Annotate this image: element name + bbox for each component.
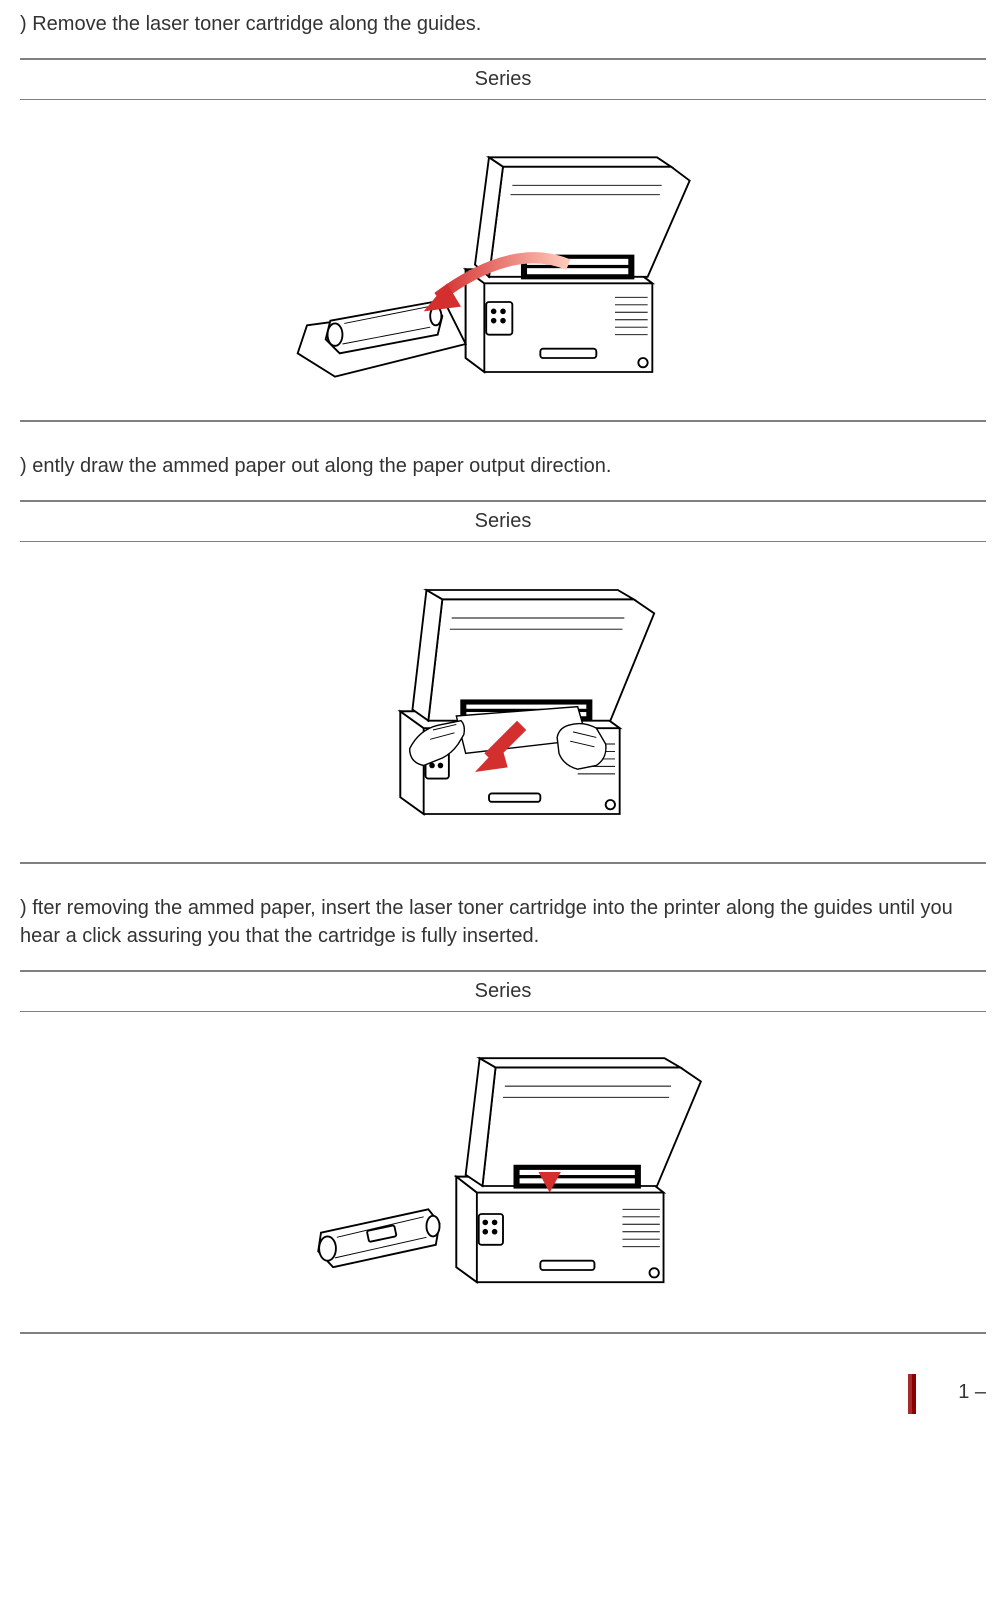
series-section-3: Series [20, 970, 986, 1334]
series-section-1: Series [20, 58, 986, 422]
step-4-text: ) fter removing the ammed paper, insert … [20, 894, 986, 950]
series-content-2 [20, 542, 986, 864]
page-marker-icon [912, 1374, 916, 1414]
step-2-text: ) Remove the laser toner cartridge along… [20, 10, 986, 38]
printer-diagram-remove-paper [263, 562, 743, 842]
series-header-3: Series [20, 970, 986, 1012]
page-footer: 1 – [20, 1364, 986, 1414]
series-content-1 [20, 100, 986, 422]
printer-diagram-insert-toner [263, 1032, 743, 1312]
series-header-1: Series [20, 58, 986, 100]
series-content-3 [20, 1012, 986, 1334]
series-header-2: Series [20, 500, 986, 542]
series-section-2: Series [20, 500, 986, 864]
printer-diagram-remove-toner [263, 120, 743, 400]
step-3-text: ) ently draw the ammed paper out along t… [20, 452, 986, 480]
page-number: 1 – [943, 1381, 986, 1404]
